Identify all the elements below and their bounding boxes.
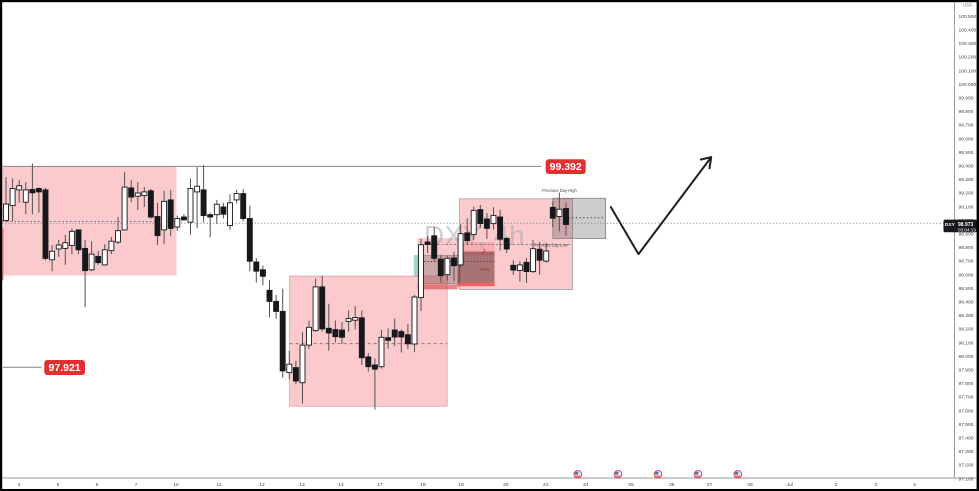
svg-text:97.400: 97.400 [959, 436, 974, 442]
svg-text:19: 19 [458, 482, 464, 488]
svg-text:98.100: 98.100 [959, 340, 974, 346]
svg-text:99.100: 99.100 [959, 204, 974, 210]
svg-text:Previous Day High: Previous Day High [542, 188, 577, 193]
svg-text:98.973: 98.973 [958, 222, 974, 228]
svg-text:99.392: 99.392 [550, 161, 582, 173]
svg-text:100.500: 100.500 [959, 14, 977, 20]
svg-text:98.800: 98.800 [959, 245, 974, 251]
svg-text:27: 27 [707, 482, 713, 488]
svg-text:98.300: 98.300 [959, 313, 974, 319]
svg-text:100.300: 100.300 [959, 41, 977, 47]
svg-text:98.500: 98.500 [959, 286, 974, 292]
svg-text:97.900: 97.900 [959, 368, 974, 374]
svg-text:25: 25 [628, 482, 634, 488]
svg-text:03:04:19: 03:04:19 [958, 227, 976, 232]
svg-text:13: 13 [299, 482, 305, 488]
svg-text:99.500: 99.500 [959, 150, 974, 156]
svg-text:17: 17 [377, 482, 383, 488]
svg-text:100.200: 100.200 [959, 55, 977, 61]
svg-text:97.200: 97.200 [959, 463, 974, 469]
svg-text:98.200: 98.200 [959, 327, 974, 333]
svg-text:-FVG: -FVG [480, 267, 490, 272]
svg-text:20: 20 [503, 482, 509, 488]
svg-text:USD: USD [963, 3, 972, 8]
svg-text:97.100: 97.100 [959, 476, 974, 482]
svg-text:98.400: 98.400 [959, 300, 974, 306]
svg-text:99.800: 99.800 [959, 109, 974, 115]
svg-text:97.800: 97.800 [959, 381, 974, 387]
svg-text:Previous Day Low: Previous Day Low [534, 242, 569, 247]
svg-text:97.300: 97.300 [959, 449, 974, 455]
svg-text:98.900: 98.900 [959, 232, 974, 238]
svg-text:100.100: 100.100 [959, 68, 977, 74]
svg-text:99.900: 99.900 [959, 96, 974, 102]
svg-text:99.300: 99.300 [959, 177, 974, 183]
svg-text:24: 24 [583, 482, 589, 488]
svg-text:21: 21 [543, 482, 549, 488]
svg-text:4: 4 [913, 482, 916, 488]
svg-text:97.600: 97.600 [959, 408, 974, 414]
svg-text:4: 4 [18, 482, 21, 488]
svg-text:3: 3 [874, 482, 877, 488]
svg-text:26: 26 [669, 482, 675, 488]
svg-text:97.921: 97.921 [49, 362, 81, 374]
svg-text:99.600: 99.600 [959, 136, 974, 142]
svg-text:12: 12 [259, 482, 265, 488]
svg-text:11: 11 [216, 482, 221, 488]
svg-text:28: 28 [747, 482, 753, 488]
svg-text:18: 18 [420, 482, 426, 488]
svg-text:100.400: 100.400 [959, 28, 977, 34]
svg-text:98.700: 98.700 [959, 259, 974, 265]
svg-text:2: 2 [835, 482, 838, 488]
svg-text:98.000: 98.000 [959, 354, 974, 360]
svg-text:6: 6 [96, 482, 99, 488]
svg-text:10: 10 [173, 482, 179, 488]
svg-text:99.200: 99.200 [959, 191, 974, 197]
svg-text:5: 5 [57, 482, 60, 488]
svg-text:97.700: 97.700 [959, 395, 974, 401]
svg-text:99.700: 99.700 [959, 123, 974, 129]
svg-text:7: 7 [135, 482, 138, 488]
svg-text:Jul: Jul [787, 482, 793, 488]
svg-text:14: 14 [338, 482, 344, 488]
svg-text:97.500: 97.500 [959, 422, 974, 428]
svg-text:98.600: 98.600 [959, 272, 974, 278]
svg-text:99.400: 99.400 [959, 164, 974, 170]
svg-text:DXY: DXY [945, 222, 956, 228]
svg-text:100.000: 100.000 [959, 82, 977, 88]
